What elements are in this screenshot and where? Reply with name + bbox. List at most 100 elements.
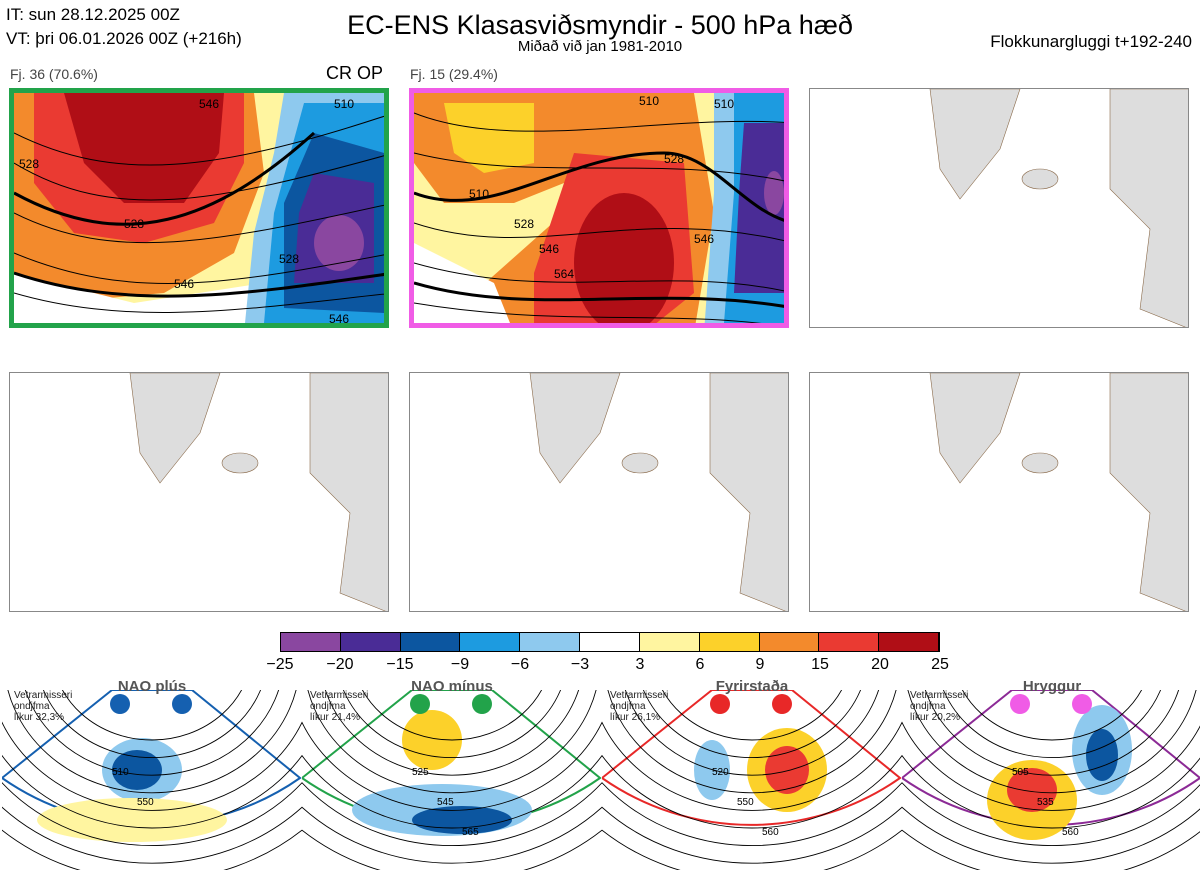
height-contour — [2, 721, 302, 811]
anomaly-area — [765, 746, 809, 794]
height-contour — [324, 690, 580, 776]
regime-contour-label: 545 — [437, 797, 454, 808]
colorbar-segment — [400, 633, 461, 651]
regime-note: Vetrarmisseri ondjfma líkur 32,3% — [14, 690, 72, 723]
chart-title: EC-ENS Klasasviðsmyndir - 500 hPa hæð — [347, 10, 853, 40]
anomaly-area — [37, 798, 227, 842]
valid-time: VT: þri 06.01.2026 00Z (+216h) — [6, 29, 242, 48]
contour-label: 546 — [174, 277, 194, 291]
anomaly-area — [1007, 768, 1057, 812]
contour-label: 528 — [514, 217, 534, 231]
height-contour — [302, 721, 602, 811]
empty-panel-3 — [809, 88, 1189, 328]
regime-note-line: líkur 21,4% — [310, 712, 361, 723]
anomaly-area — [112, 750, 162, 790]
colorbar-tick-label: 6 — [695, 656, 705, 673]
regime-note-line: Vetrarmisseri — [310, 690, 369, 701]
height-contour — [7, 690, 297, 794]
contour-label: 510 — [639, 94, 659, 108]
colorbar-segment — [520, 633, 581, 651]
regime-title: Fyrirstaða — [715, 678, 789, 695]
contour-label: 546 — [199, 97, 219, 111]
height-contour — [643, 690, 861, 758]
colorbar — [280, 632, 940, 652]
regime-contour-label: 560 — [1062, 827, 1079, 838]
regime-card[interactable]: 505 535 560 Hryggur Vetrarmisseri ondjfma líku… — [902, 678, 1200, 870]
cluster-panel-1[interactable]: 510 546 528 528 546 546 528 — [9, 88, 389, 328]
height-contour — [343, 690, 561, 758]
regime-contour-label: 550 — [137, 797, 154, 808]
colorbar-segment — [340, 633, 401, 651]
colorbar-tick-label: −3 — [570, 656, 590, 673]
height-contour — [62, 690, 242, 741]
chart-subtitle: Miðað við jan 1981-2010 — [517, 38, 683, 55]
regime-contour-label: 565 — [462, 827, 479, 838]
height-contour — [907, 690, 1197, 794]
colorbar-tick-label: 15 — [811, 656, 829, 673]
empty-panel-4 — [9, 372, 389, 612]
regime-card[interactable]: 525 545 565 NAO mínus Vetrarmisseri ondjfma lí… — [302, 678, 602, 870]
height-contour — [602, 781, 902, 846]
regime-card[interactable]: 510 550 NAO plús Vetrarmisseri ondjfma líkur … — [2, 678, 302, 870]
regime-contour-label: 560 — [762, 827, 779, 838]
height-contour — [2, 806, 302, 864]
contour-label: 564 — [554, 267, 574, 281]
regime-fan-map: 505 535 560 — [902, 690, 1200, 870]
height-contour — [2, 754, 302, 829]
colorbar-segment — [281, 633, 341, 651]
cluster-panel-2[interactable]: 510 510 528 510 546 528 546 564 — [409, 88, 789, 328]
contour-label: 528 — [124, 217, 144, 231]
height-contour — [902, 754, 1200, 829]
regime-note: Vetrarmisseri ondjfma líkur 21,4% — [310, 690, 368, 723]
regime-title: NAO mínus — [411, 678, 493, 695]
panel-2-label: Fj. 15 (29.4%) — [410, 66, 498, 82]
height-contour — [607, 690, 897, 794]
init-time: IT: sun 28.12.2025 00Z — [6, 5, 180, 24]
height-contour — [602, 754, 902, 829]
colorbar-segment — [639, 633, 700, 651]
anomaly-area — [1086, 729, 1118, 781]
colorbar-tick-label: 3 — [635, 656, 645, 673]
panel-1-label: Fj. 36 (70.6%) — [10, 66, 98, 82]
colorbar-tick-label: −20 — [326, 656, 354, 673]
colorbar-tick-label: 20 — [871, 656, 889, 673]
contour-label: 528 — [279, 252, 299, 266]
height-contour — [43, 690, 261, 758]
colorbar-tick-label: −6 — [510, 656, 530, 673]
regime-dot — [472, 694, 492, 714]
regime-fan-map: 510 550 — [2, 690, 302, 870]
colorbar-tick-label: 9 — [755, 656, 765, 673]
contour-label: 528 — [19, 157, 39, 171]
height-contour — [362, 690, 542, 741]
regime-note-line: Vetrarmisseri — [610, 690, 669, 701]
regime-fan-map: 520 550 560 — [602, 690, 902, 870]
regime-dot — [110, 694, 130, 714]
height-contour — [962, 690, 1142, 741]
regime-note: Vetrarmisseri ondjfma líkur 20,2% — [910, 690, 968, 723]
regime-dot — [1072, 694, 1092, 714]
colorbar-segment — [699, 633, 760, 651]
panel-1-tag: CR OP — [326, 63, 384, 83]
height-contour — [602, 721, 902, 811]
colorbar-segment — [879, 633, 939, 651]
height-contour — [302, 806, 602, 864]
regime-note-line: ondjfma — [14, 701, 50, 712]
regime-card[interactable]: 520 550 560 Fyrirstaða Vetrarmisseri ondjfma l… — [602, 678, 902, 870]
colorbar-tick-label: −9 — [450, 656, 470, 673]
regime-dot — [772, 694, 792, 714]
contour-label: 510 — [469, 187, 489, 201]
height-contour — [624, 690, 880, 776]
regime-contour-label: 535 — [1037, 797, 1054, 808]
regime-note-line: líkur 26,1% — [610, 712, 661, 723]
regime-contour-label: 510 — [112, 767, 129, 778]
height-contour — [943, 690, 1161, 758]
colorbar-segment — [580, 633, 640, 651]
height-contour — [302, 754, 602, 829]
regime-dot — [1010, 694, 1030, 714]
height-contour — [662, 690, 842, 741]
regime-title: NAO plús — [117, 678, 187, 695]
height-contour — [307, 690, 597, 794]
regime-title: Hryggur — [1022, 678, 1082, 695]
height-contour — [24, 690, 280, 776]
height-contour — [924, 690, 1180, 776]
